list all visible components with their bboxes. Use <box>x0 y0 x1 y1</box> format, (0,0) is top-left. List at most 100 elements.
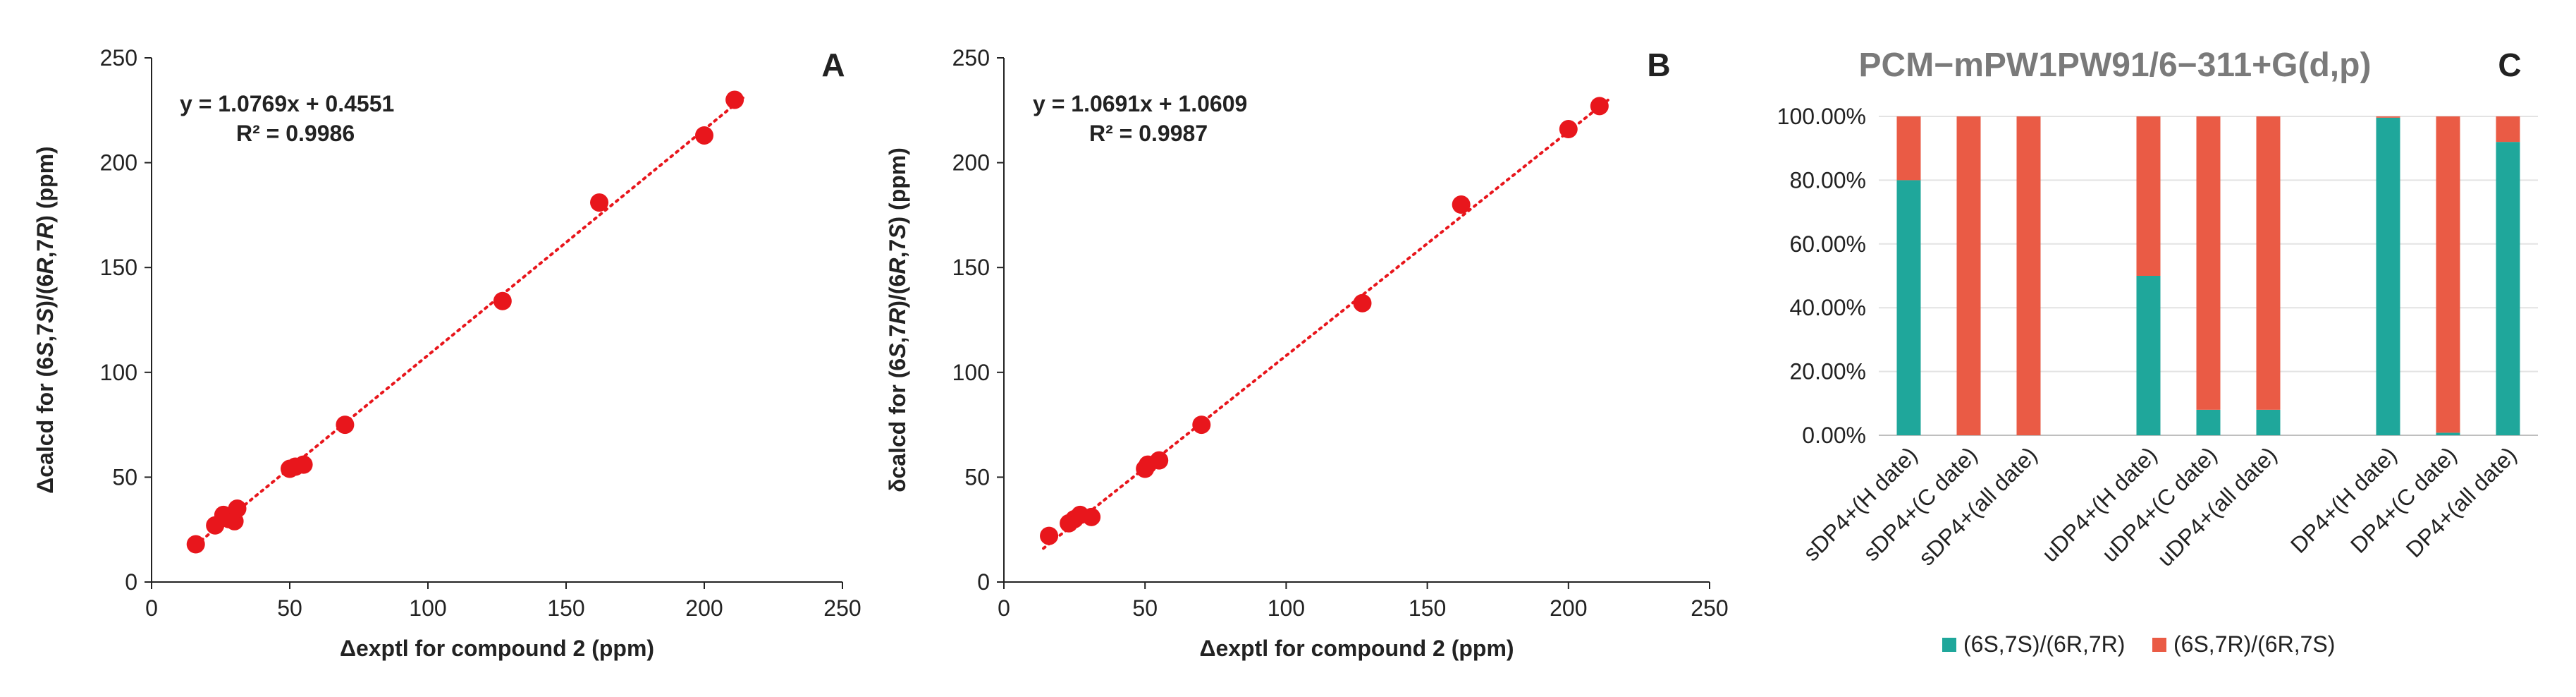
y-tick-label: 60.00% <box>1789 231 1866 257</box>
y-tick-label: 150 <box>100 255 137 280</box>
data-point <box>1040 526 1059 545</box>
scatter-panel-a: 0 50 100 150 200 250 0 50 100 150 200 250 Δexptl for… <box>32 45 861 661</box>
y-tick-label: 0 <box>977 569 990 595</box>
y-tick-label: 100.00% <box>1777 104 1866 129</box>
stacked-bar-panel-c: 0.00%20.00%40.00%60.00%80.00%100.00%sDP4… <box>1777 47 2538 657</box>
data-point <box>1590 97 1609 116</box>
y-axis-label-part: ,7 <box>885 239 910 258</box>
regression-equation: y = 1.0691x + 1.0609 <box>1033 91 1247 116</box>
bar-segment-series-1 <box>2196 409 2221 435</box>
bar-segment-series-2 <box>2436 116 2460 433</box>
x-axis-label: Δexptl for compound 2 (ppm) <box>340 636 654 661</box>
y-tick-label: 100 <box>952 360 990 385</box>
scatter-panel-b: 0 50 100 150 200 250 0 50 100 150 200 250 Δexptl for… <box>885 45 1729 661</box>
trendline <box>1042 98 1609 550</box>
data-point <box>336 416 355 435</box>
y-tick-label: 200 <box>100 150 137 176</box>
data-point <box>725 90 744 109</box>
panel-label: B <box>1647 47 1670 83</box>
y-tick-label: 40.00% <box>1789 295 1866 320</box>
y-axis-label-part: ,7 <box>885 325 910 344</box>
y-tick-label: 0 <box>125 569 137 595</box>
x-tick-label: 100 <box>1268 595 1305 621</box>
y-axis-label-part: R <box>885 308 910 325</box>
data-point <box>695 126 713 145</box>
data-point <box>590 193 609 212</box>
bar-segment-series-2 <box>2496 116 2520 143</box>
y-tick-label: 50 <box>964 464 990 490</box>
y-axis-label-part: δcalcd for (6 <box>885 358 910 492</box>
bar-segment-series-2 <box>2196 116 2221 410</box>
bar-segment-series-1 <box>2436 432 2460 435</box>
panel-label: C <box>2498 47 2521 83</box>
data-point <box>1082 507 1101 526</box>
x-tick-label: 100 <box>409 595 446 621</box>
y-axis-label-part: S <box>32 308 58 323</box>
y-tick-label: 250 <box>952 45 990 71</box>
panel-label: A <box>821 47 845 83</box>
y-axis-label: Δcalcd for (6S,7S)/(6R,7R) (ppm) <box>32 146 58 493</box>
legend-label-series-1: (6S,7S)/(6R,7R) <box>1963 631 2125 657</box>
legend-label-series-2: (6S,7R)/(6R,7S) <box>2173 631 2335 657</box>
data-point <box>1192 416 1211 435</box>
y-axis-label-part: )/(6 <box>32 274 58 308</box>
bar-segment-series-2 <box>2136 116 2161 276</box>
data-point <box>1452 195 1471 214</box>
chart-title: PCM−mPW1PW91/6−311+G(d,p) <box>1859 47 2372 84</box>
y-axis-label-part: ) (ppm) <box>885 147 910 224</box>
data-point <box>1559 120 1578 139</box>
y-axis-label-part: S <box>885 224 910 239</box>
trendline <box>188 96 744 551</box>
y-tick-label: 250 <box>100 45 137 71</box>
x-tick-label: 250 <box>823 595 861 621</box>
r-squared-label: R² = 0.9986 <box>236 121 355 146</box>
y-axis-label-part: R <box>885 258 910 274</box>
bar-segment-series-2 <box>2016 116 2041 435</box>
y-tick-label: 50 <box>112 464 137 490</box>
y-axis-label-part: ,7 <box>32 239 58 258</box>
data-point <box>228 499 247 518</box>
x-tick-label: 250 <box>1691 595 1728 621</box>
y-tick-label: 200 <box>952 150 990 176</box>
bar-segment-series-2 <box>2376 116 2400 118</box>
x-axis-label: Δexptl for compound 2 (ppm) <box>1199 636 1514 661</box>
category-label: DP4+(H date) <box>2286 442 2401 557</box>
y-axis-label-part: R <box>32 258 58 274</box>
y-axis-label-part: Δcalcd for (6 <box>32 357 58 494</box>
bar-segment-series-2 <box>2256 116 2281 410</box>
x-tick-label: 150 <box>1409 595 1446 621</box>
legend-swatch-series-1 <box>1942 638 1956 652</box>
regression-equation: y = 1.0769x + 0.4551 <box>180 91 394 116</box>
y-axis-label-part: R <box>32 223 58 239</box>
bar-segment-series-1 <box>2376 117 2400 436</box>
bar-segment-series-1 <box>2496 142 2520 435</box>
legend-swatch-series-2 <box>2152 638 2166 652</box>
y-axis-label-part: ) (ppm) <box>32 146 58 222</box>
data-point <box>1353 293 1372 313</box>
data-point <box>294 455 313 474</box>
r-squared-label: R² = 0.9987 <box>1089 121 1208 146</box>
x-tick-label: 150 <box>547 595 584 621</box>
bar-segment-series-2 <box>1896 116 1921 181</box>
x-tick-label: 0 <box>145 595 158 621</box>
y-tick-label: 150 <box>952 255 990 280</box>
y-axis-label-part: S <box>885 343 910 358</box>
x-tick-label: 200 <box>1550 595 1587 621</box>
category-label: DP4+(C date) <box>2345 442 2461 557</box>
x-tick-label: 50 <box>277 595 302 621</box>
bar-segment-series-1 <box>2136 276 2161 435</box>
data-point <box>493 291 512 310</box>
data-point <box>186 535 205 554</box>
y-tick-label: 20.00% <box>1789 359 1866 384</box>
bar-segment-series-1 <box>1896 180 1921 435</box>
y-axis-label: δcalcd for (6S,7R)/(6R,7S) (ppm) <box>885 147 910 492</box>
y-axis-label-part: )/(6 <box>885 274 910 308</box>
y-tick-label: 100 <box>100 360 137 385</box>
x-tick-label: 200 <box>685 595 723 621</box>
y-tick-label: 0.00% <box>1802 423 1866 448</box>
bar-segment-series-1 <box>2256 409 2281 435</box>
y-axis-label-part: S <box>32 341 58 357</box>
y-tick-label: 80.00% <box>1789 167 1866 193</box>
data-point <box>1150 451 1169 470</box>
